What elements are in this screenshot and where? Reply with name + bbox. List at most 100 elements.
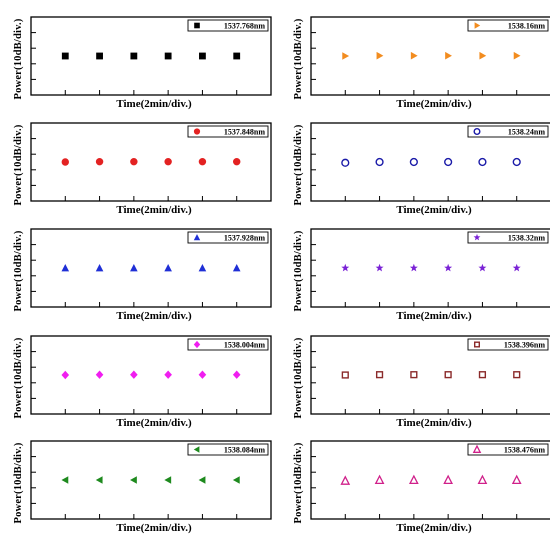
data-point [198,370,207,379]
y-axis-label: Power(10dB/div.) [13,337,24,418]
x-axis-label: Time(2min/div.) [116,522,192,534]
legend-marker [193,446,200,453]
data-point [232,264,241,272]
data-point [198,157,207,166]
legend: 1537.848nm [187,125,269,138]
legend-label: 1538.32nm [508,233,545,242]
data-point [410,51,418,60]
data-point [164,476,172,484]
data-point [375,263,384,272]
legend: 1537.768nm [187,19,269,32]
legend-label: 1538.16nm [508,21,545,30]
plot-frame [310,335,550,415]
legend-marker [474,341,481,348]
legend-label: 1538.004nm [224,340,265,349]
data-point [233,52,241,60]
data-point [61,158,69,166]
x-axis-label: Time(2min/div.) [396,204,472,216]
panel-9: 1538.084nm Time(2min/div.) Power(10dB/div.… [13,440,272,534]
plot-frame [30,335,272,415]
legend: 1537.928nm [187,231,269,244]
panel-8: 1538.396nm Time(2min/div.) Power(10dB/div.… [293,335,550,429]
legend-marker [194,22,200,29]
x-axis-label: Time(2min/div.) [396,417,472,429]
x-axis-label: Time(2min/div.) [396,522,472,534]
data-point [444,371,452,379]
y-axis-label: Power(10dB/div.) [293,18,304,99]
data-point [375,157,384,167]
legend-marker [193,128,201,135]
data-point [95,476,103,484]
legend: 1538.004nm [187,338,269,351]
data-point [478,157,487,167]
x-axis-label: Time(2min/div.) [116,310,192,322]
panel-1: 1537.768nm Time(2min/div.) Power(10dB/div.… [13,16,272,110]
x-axis-label: Time(2min/div.) [116,204,192,216]
data-point [444,157,453,167]
data-point [342,52,350,60]
data-point [232,370,241,379]
data-point [512,263,521,272]
data-point [199,52,206,60]
legend: 1538.396nm [467,338,549,351]
data-point [164,157,172,166]
legend: 1538.476nm [467,443,549,456]
legend-marker [473,127,481,135]
data-point [61,476,69,484]
legend-label: 1537.928nm [224,233,265,242]
data-point [511,474,522,485]
legend-label: 1538.24nm [508,127,545,136]
data-point [444,263,453,272]
data-point [233,157,241,166]
data-point [61,264,70,272]
data-point [130,370,138,379]
legend: 1538.32nm [467,231,549,244]
data-point [340,475,351,485]
y-axis-label: Power(10dB/div.) [293,124,304,205]
data-point [130,52,138,60]
data-point [164,52,172,60]
plot-frame [310,228,550,308]
panel-3: 1537.848nm Time(2min/div.) Power(10dB/div.… [13,122,272,216]
plot-frame [310,440,550,520]
x-axis-label: Time(2min/div.) [396,98,472,110]
legend-marker [473,233,481,241]
data-point [478,263,487,272]
data-point [376,51,384,60]
y-axis-label: Power(10dB/div.) [293,337,304,418]
data-point [61,370,70,380]
data-point [130,157,138,166]
legend: 1538.084nm [187,443,269,456]
data-point [374,474,385,485]
data-point [513,51,521,60]
plot-frame [30,440,272,520]
y-axis-label: Power(10dB/div.) [293,442,304,523]
plot-frame [310,16,550,96]
data-point [477,474,488,485]
data-point [164,370,172,379]
y-axis-label: Power(10dB/div.) [13,18,24,99]
legend-label: 1537.768nm [224,21,265,30]
x-axis-label: Time(2min/div.) [116,417,192,429]
panel-4: 1538.24nm Time(2min/div.) Power(10dB/div.) [293,122,550,216]
legend-label: 1538.396nm [504,340,545,349]
plot-frame [30,228,272,308]
y-axis-label: Power(10dB/div.) [13,442,24,523]
data-point [95,370,104,379]
x-axis-label: Time(2min/div.) [396,310,472,322]
plot-frame [30,16,272,96]
data-point [445,51,452,60]
data-point [410,371,418,379]
plot-frame [310,122,550,202]
data-point [341,158,350,167]
data-point [130,264,138,272]
data-point [95,264,104,272]
data-point [512,157,521,167]
data-point [198,476,206,484]
data-point [164,264,172,272]
data-point [375,371,384,379]
data-point [130,476,137,484]
data-point [232,476,240,484]
y-axis-label: Power(10dB/div.) [13,230,24,311]
